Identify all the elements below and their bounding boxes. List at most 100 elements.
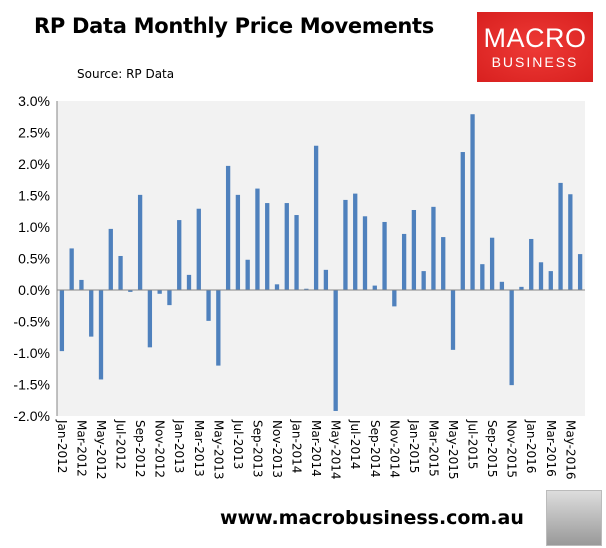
x-tick-label: Mar-2014 xyxy=(309,420,323,477)
bar xyxy=(372,285,377,290)
x-tick-label: May-2014 xyxy=(329,420,343,479)
bar xyxy=(186,274,192,290)
y-tick-label: 2.5% xyxy=(18,125,50,141)
bar xyxy=(69,248,74,290)
x-tick-label: Jan-2016 xyxy=(524,419,538,473)
bar xyxy=(177,220,182,290)
x-tick-label: Mar-2013 xyxy=(192,420,206,477)
x-tick-label: Mar-2012 xyxy=(74,420,88,477)
macrobusiness-logo: MACRO BUSINESS xyxy=(477,12,593,82)
x-tick-label: May-2016 xyxy=(563,420,577,479)
y-tick-label: -2.0% xyxy=(13,408,50,424)
bar xyxy=(343,199,348,290)
y-tick-label: 0.0% xyxy=(18,282,50,298)
bar xyxy=(235,194,241,290)
bar xyxy=(167,290,172,306)
bar xyxy=(460,152,465,290)
footer-url: www.macrobusiness.com.au xyxy=(220,507,524,529)
bar xyxy=(441,237,446,290)
x-tick-label: Nov-2014 xyxy=(387,420,401,478)
x-tick-label: Sep-2012 xyxy=(133,420,147,478)
y-tick-label: -1.0% xyxy=(13,345,50,361)
bar xyxy=(206,290,211,321)
bar xyxy=(304,288,309,290)
y-tick-label: 3.0% xyxy=(18,93,50,109)
bar xyxy=(519,286,524,290)
x-tick-label: Nov-2015 xyxy=(505,420,519,478)
bar xyxy=(382,221,387,290)
bar xyxy=(59,290,65,352)
bar xyxy=(489,237,495,290)
chart-source: Source: RP Data xyxy=(77,67,175,81)
x-tick-label: Sep-2013 xyxy=(250,420,264,478)
bar xyxy=(362,216,368,290)
bar xyxy=(538,262,544,290)
bar xyxy=(509,290,514,386)
bar xyxy=(274,284,280,290)
bar xyxy=(265,203,270,290)
x-tick-label: Jan-2013 xyxy=(172,419,186,473)
bar xyxy=(401,233,407,290)
bar xyxy=(392,290,397,307)
bar xyxy=(255,188,260,290)
y-tick-label: -1.5% xyxy=(13,377,50,393)
bar xyxy=(480,264,485,290)
bar xyxy=(568,194,573,290)
bar xyxy=(118,255,123,290)
bar xyxy=(137,194,143,290)
y-tick-label: 0.5% xyxy=(18,251,50,267)
bar xyxy=(196,208,201,290)
plot-area xyxy=(57,101,585,416)
x-tick-label: Sep-2014 xyxy=(368,420,382,478)
bar xyxy=(353,193,358,290)
bar xyxy=(225,165,231,290)
y-tick-label: 2.0% xyxy=(18,156,50,172)
y-tick-label: 1.5% xyxy=(18,188,50,204)
bar xyxy=(431,206,436,290)
bar xyxy=(558,182,563,290)
bar xyxy=(499,281,505,290)
logo-line1: MACRO xyxy=(483,23,587,53)
bar xyxy=(294,215,299,290)
bar xyxy=(157,290,162,294)
bar xyxy=(98,290,104,380)
x-tick-label: May-2012 xyxy=(94,420,108,479)
bar xyxy=(79,279,84,290)
chart-title: RP Data Monthly Price Movements xyxy=(34,14,434,38)
x-tick-label: Jul-2012 xyxy=(114,419,128,469)
x-tick-label: Nov-2013 xyxy=(270,420,284,478)
bar xyxy=(421,271,426,290)
x-tick-label: Jan-2012 xyxy=(55,419,69,473)
bar xyxy=(323,269,329,290)
x-tick-label: Nov-2012 xyxy=(153,420,167,478)
bar xyxy=(147,290,153,348)
x-tick-label: Jul-2013 xyxy=(231,419,245,469)
bar xyxy=(411,209,417,290)
x-tick-label: Jan-2014 xyxy=(290,419,304,473)
x-tick-label: Sep-2015 xyxy=(485,420,499,478)
y-tick-label: -0.5% xyxy=(13,314,50,330)
bar xyxy=(89,290,94,337)
x-tick-label: May-2013 xyxy=(211,420,225,479)
bar xyxy=(333,290,338,411)
x-tick-label: Jan-2015 xyxy=(407,419,421,473)
bar xyxy=(108,228,113,290)
wolf-image-icon xyxy=(546,490,602,546)
bar xyxy=(216,290,221,366)
logo-line2: BUSINESS xyxy=(491,54,579,70)
x-tick-label: Jul-2015 xyxy=(466,419,480,469)
y-tick-label: 1.0% xyxy=(18,219,50,235)
bar xyxy=(529,238,534,290)
x-tick-label: Mar-2015 xyxy=(426,420,440,477)
x-tick-label: Mar-2016 xyxy=(544,420,558,477)
bar xyxy=(313,145,319,290)
bar xyxy=(470,114,475,290)
bar xyxy=(128,290,133,292)
bar xyxy=(450,290,456,350)
bar xyxy=(548,271,553,290)
x-tick-label: Jul-2014 xyxy=(348,419,362,469)
x-tick-label: May-2015 xyxy=(446,420,460,479)
bar xyxy=(245,259,250,290)
bar xyxy=(284,203,289,290)
